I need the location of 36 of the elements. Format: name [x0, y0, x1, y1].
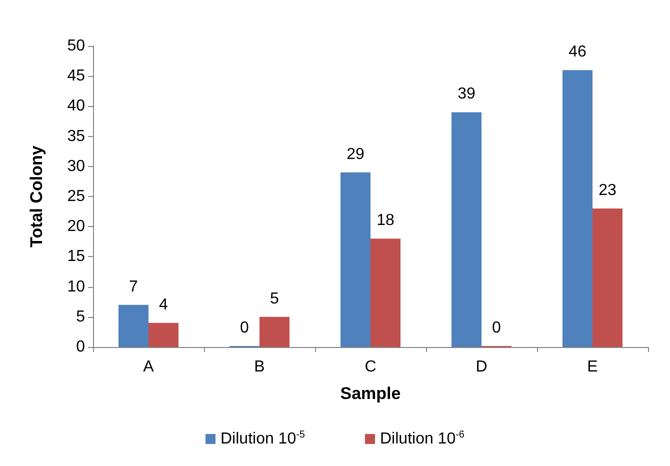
- y-tick-label: 35: [67, 128, 86, 145]
- bar: [148, 322, 178, 347]
- x-axis-title: Sample: [340, 384, 401, 403]
- bar: [118, 304, 148, 347]
- y-axis-title: Total Colony: [27, 145, 46, 248]
- data-label: 7: [129, 278, 138, 296]
- x-tick-label: C: [364, 358, 376, 376]
- x-tick-label: A: [143, 358, 154, 376]
- data-label: 0: [240, 320, 250, 336]
- y-tick-label: 40: [67, 98, 86, 115]
- y-tick-label: 30: [67, 158, 86, 175]
- y-tick-label: 5: [76, 308, 86, 326]
- data-label: 39: [458, 86, 476, 103]
- bar: [340, 172, 370, 347]
- bar: [592, 208, 622, 347]
- data-label: 23: [598, 182, 616, 200]
- x-tick-label: D: [476, 358, 488, 376]
- data-label: 4: [159, 296, 168, 314]
- bar: [260, 316, 290, 347]
- data-label: 29: [346, 146, 364, 163]
- data-label: 0: [492, 320, 502, 336]
- data-label: 5: [270, 290, 280, 308]
- y-tick-label: 25: [67, 188, 86, 205]
- data-label: 46: [568, 44, 586, 61]
- y-tick-label: 0: [76, 338, 86, 356]
- y-tick-label: 20: [67, 218, 86, 236]
- bar: [452, 112, 482, 347]
- x-tick-label: E: [587, 358, 598, 376]
- y-tick-label: 45: [67, 68, 86, 85]
- bar: [562, 70, 592, 347]
- y-tick-label: 15: [67, 248, 86, 266]
- data-label: 18: [376, 212, 394, 230]
- y-tick-label: 10: [67, 278, 86, 296]
- bar: [370, 238, 400, 347]
- x-tick-label: B: [254, 358, 265, 376]
- y-tick-label: 50: [67, 38, 86, 54]
